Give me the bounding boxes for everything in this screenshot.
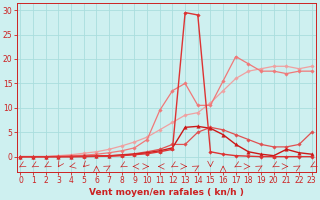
X-axis label: Vent moyen/en rafales ( kn/h ): Vent moyen/en rafales ( kn/h ) (89, 188, 244, 197)
